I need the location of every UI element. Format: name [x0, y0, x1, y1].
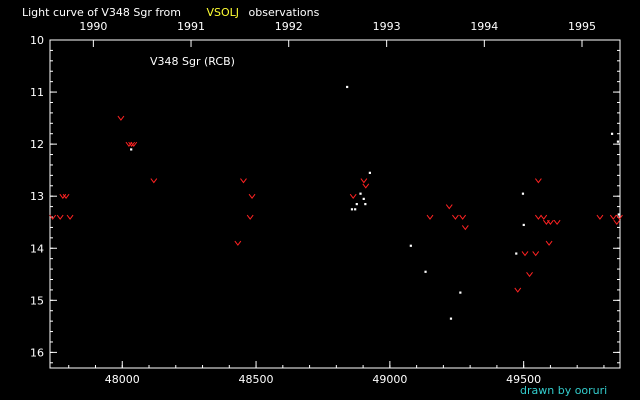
fainter-than-marker	[234, 240, 242, 246]
fainter-than-marker	[150, 178, 158, 184]
chart-title: Light curve of V348 Sgr from VSOLJ obser…	[22, 6, 320, 19]
fainter-than-marker	[128, 141, 136, 147]
fainter-than-marker	[56, 214, 64, 220]
fainter-than-marker	[362, 183, 370, 189]
fainter-than-marker	[461, 225, 469, 231]
fainter-than-marker	[613, 219, 621, 226]
fainter-than-marker	[609, 214, 617, 220]
observation-point	[616, 140, 620, 143]
observation-point	[354, 208, 357, 211]
y-tick-label: 11	[30, 86, 44, 99]
fainter-than-marker	[616, 214, 623, 220]
fainter-than-marker	[125, 141, 133, 147]
fainter-than-marker	[445, 204, 453, 210]
observation-point	[449, 317, 453, 320]
observation-point	[515, 252, 518, 255]
chart-title-suffix: observations	[249, 6, 320, 19]
fainter-than-marker	[117, 115, 125, 121]
fainter-than-marker	[248, 193, 256, 200]
fainter-than-marker	[532, 251, 540, 257]
fainter-than-marker	[514, 287, 522, 293]
fainter-than-marker	[130, 141, 138, 147]
star-annotation: V348 Sgr (RCB)	[150, 55, 235, 68]
fainter-than-marker	[62, 193, 70, 200]
data-marks	[49, 85, 623, 320]
fainter-than-marker	[545, 240, 553, 246]
x-tick-label: 49000	[372, 373, 407, 386]
observation-point	[617, 213, 620, 216]
fainter-than-marker	[49, 214, 57, 220]
chart-title-prefix: Light curve of V348 Sgr from	[22, 6, 181, 19]
y-tick-label: 15	[30, 294, 44, 307]
observation-point	[355, 203, 358, 206]
y-tick-label: 10	[30, 34, 44, 47]
observation-point	[350, 208, 354, 211]
observation-point	[409, 244, 412, 247]
plot-frame	[49, 39, 621, 369]
fainter-than-marker	[349, 193, 357, 200]
year-tick-label: 1991	[177, 20, 205, 33]
y-tick-label: 16	[30, 346, 44, 359]
observation-point	[368, 171, 371, 174]
fainter-than-marker	[596, 214, 604, 220]
fainter-than-marker	[540, 214, 548, 220]
year-tick-label: 1990	[79, 20, 107, 33]
x-tick-label: 48500	[239, 373, 274, 386]
observation-point	[522, 223, 525, 227]
observation-point	[610, 132, 614, 135]
fainter-than-marker	[66, 214, 74, 220]
observation-point	[346, 85, 349, 89]
observation-point	[362, 197, 365, 200]
fainter-than-marker	[452, 214, 459, 220]
year-tick-label: 1993	[373, 20, 401, 33]
axes: 10 11 12 13 14 15 16 48000 48500 49000 49500 1990 19…	[30, 20, 621, 386]
observation-point	[424, 270, 427, 273]
fainter-than-marker	[360, 178, 368, 184]
fainter-than-marker	[553, 219, 561, 226]
x-tick-label: 49500	[506, 373, 541, 386]
observation-point	[459, 291, 462, 294]
chart-title-source: VSOLJ	[206, 6, 239, 19]
year-tick-label: 1992	[275, 20, 303, 33]
year-tick-label: 1995	[568, 20, 596, 33]
y-tick-label: 14	[30, 242, 44, 255]
observation-point	[130, 148, 133, 151]
fainter-than-marker	[59, 193, 67, 200]
x-tick-label: 48000	[105, 373, 140, 386]
fainter-than-marker	[534, 178, 542, 184]
observation-point	[521, 192, 525, 195]
observation-point	[359, 192, 362, 195]
fainter-than-marker	[521, 251, 529, 257]
year-tick-label: 1994	[470, 20, 498, 33]
fainter-than-marker	[240, 178, 247, 184]
observation-point	[364, 203, 367, 206]
fainter-than-marker	[246, 214, 254, 220]
fainter-than-marker	[459, 214, 467, 220]
fainter-than-marker	[547, 219, 554, 226]
fainter-than-marker	[426, 214, 434, 220]
credit-label: drawn by ooruri	[520, 384, 607, 397]
y-tick-label: 13	[30, 190, 44, 203]
fainter-than-marker	[526, 271, 533, 278]
y-tick-label: 12	[30, 138, 44, 151]
fainter-than-marker	[534, 214, 542, 220]
